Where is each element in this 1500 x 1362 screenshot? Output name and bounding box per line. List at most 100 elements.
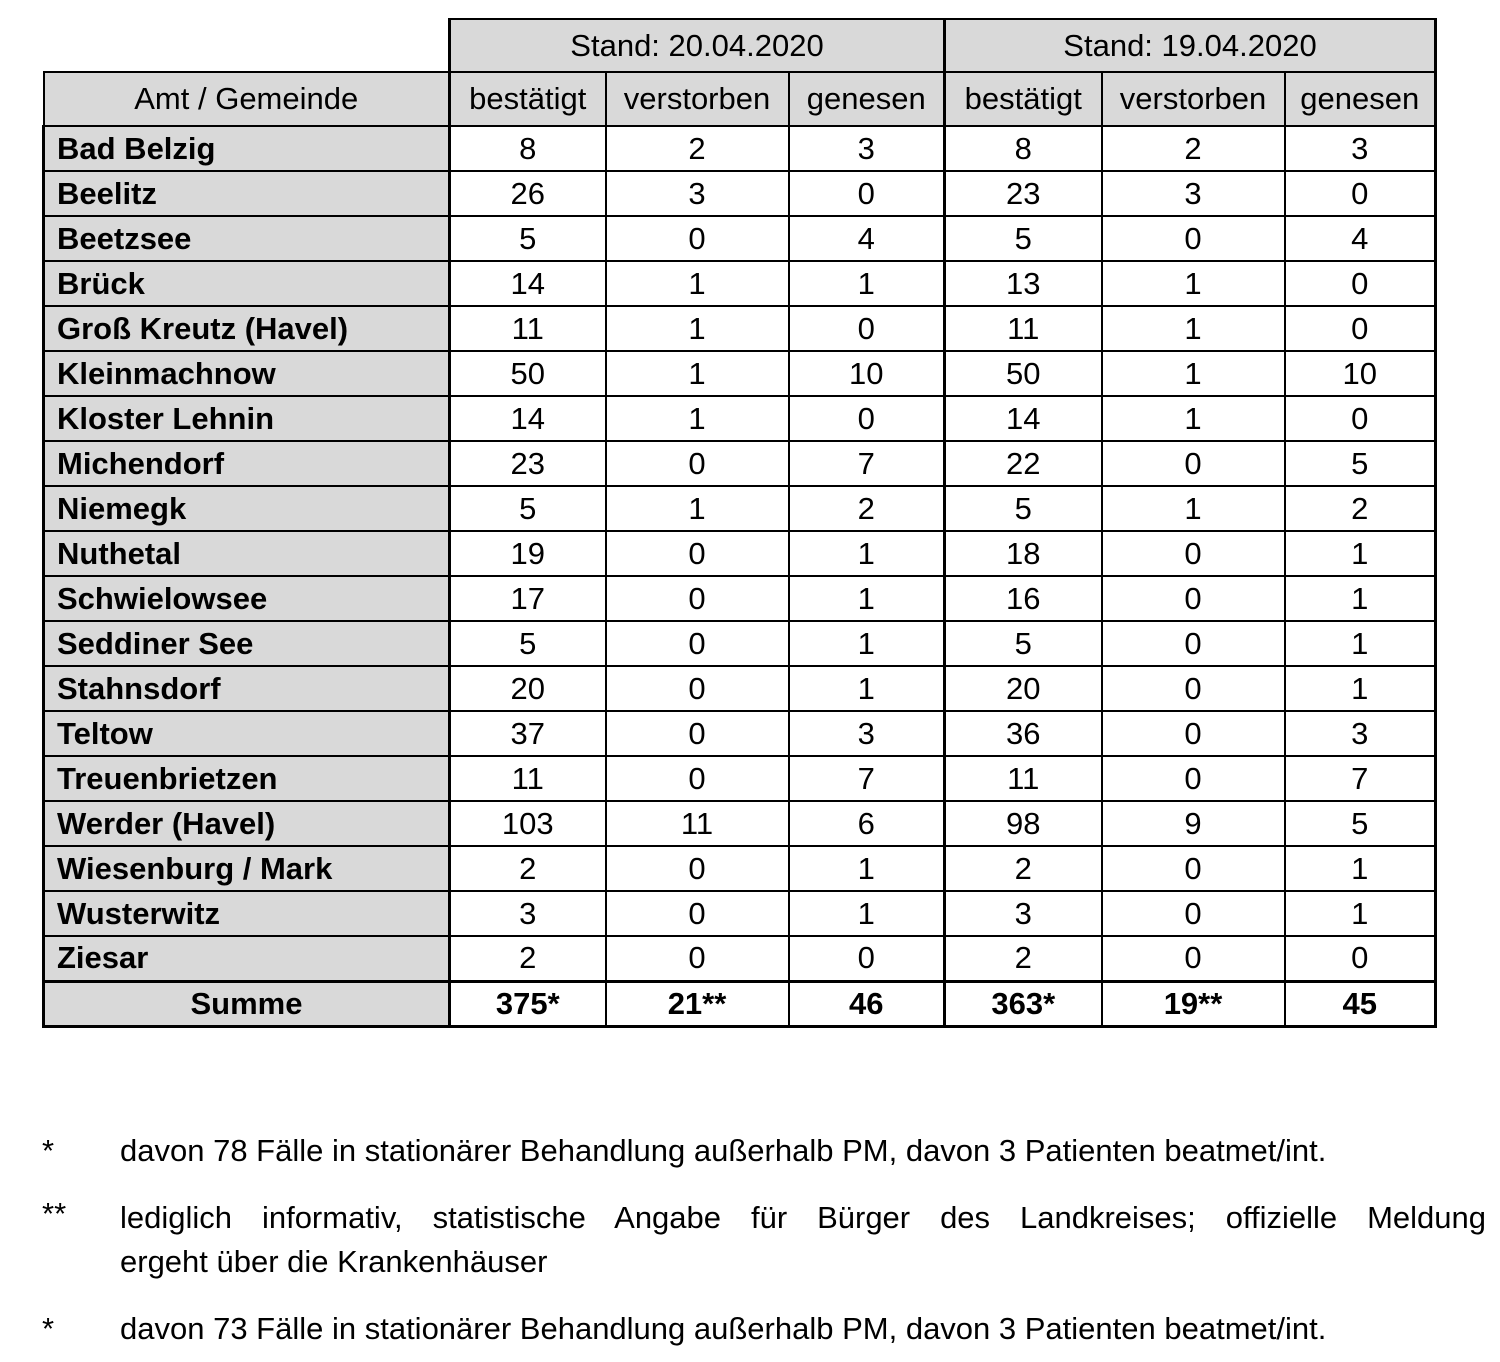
footnote-2: ** lediglich informativ, statistische An… xyxy=(42,1196,1486,1284)
value-cell: 0 xyxy=(1100,755,1286,802)
value-cell: 3 xyxy=(1283,710,1437,757)
value-cell: 2 xyxy=(604,125,790,172)
value-cell: 7 xyxy=(787,440,946,487)
value-cell: 1 xyxy=(787,890,946,937)
column-header-row: Amt / Gemeinde bestätigt verstorben gene… xyxy=(42,71,1437,127)
value-cell: 10 xyxy=(1283,350,1437,397)
value-cell: 5 xyxy=(1283,800,1437,847)
value-cell: 17 xyxy=(448,575,607,622)
value-cell: 2 xyxy=(943,935,1103,982)
value-cell: 19 xyxy=(448,530,607,577)
value-cell: 37 xyxy=(448,710,607,757)
table-row: Wiesenburg / Mark 2 0 1 2 0 1 xyxy=(42,845,1437,892)
value-cell: 8 xyxy=(943,125,1103,172)
value-cell: 0 xyxy=(1100,215,1286,262)
value-cell: 10 xyxy=(787,350,946,397)
value-cell: 3 xyxy=(448,890,607,937)
value-cell: 3 xyxy=(787,125,946,172)
value-cell: 5 xyxy=(448,215,607,262)
municipality-name-cell: Bad Belzig xyxy=(42,125,451,172)
total-value-cell: 19** xyxy=(1100,979,1286,1028)
municipality-name-cell: Kleinmachnow xyxy=(42,350,451,397)
municipality-name-cell: Werder (Havel) xyxy=(42,800,451,847)
value-cell: 0 xyxy=(787,935,946,982)
group-header-stand-20-04-2020: Stand: 20.04.2020 xyxy=(448,18,946,73)
total-value-cell: 363* xyxy=(943,979,1103,1028)
table-row: Teltow 37 0 3 36 0 3 xyxy=(42,710,1437,757)
value-cell: 0 xyxy=(604,845,790,892)
value-cell: 0 xyxy=(1100,575,1286,622)
value-cell: 1 xyxy=(604,485,790,532)
value-cell: 2 xyxy=(1100,125,1286,172)
value-cell: 14 xyxy=(943,395,1103,442)
value-cell: 1 xyxy=(787,620,946,667)
table-row: Stahnsdorf 20 0 1 20 0 1 xyxy=(42,665,1437,712)
value-cell: 98 xyxy=(943,800,1103,847)
value-cell: 13 xyxy=(943,260,1103,307)
table-row: Groß Kreutz (Havel) 11 1 0 11 1 0 xyxy=(42,305,1437,352)
table-row: Niemegk 5 1 2 5 1 2 xyxy=(42,485,1437,532)
total-value-cell: 46 xyxy=(787,979,946,1028)
value-cell: 1 xyxy=(1283,575,1437,622)
value-cell: 7 xyxy=(787,755,946,802)
value-cell: 23 xyxy=(448,440,607,487)
value-cell: 1 xyxy=(1283,530,1437,577)
value-cell: 4 xyxy=(787,215,946,262)
value-cell: 0 xyxy=(787,170,946,217)
footnote-1: * davon 78 Fälle in stationärer Behandlu… xyxy=(42,1133,1486,1169)
value-cell: 14 xyxy=(448,260,607,307)
value-cell: 7 xyxy=(1283,755,1437,802)
value-cell: 5 xyxy=(448,620,607,667)
total-value-cell: 21** xyxy=(604,979,790,1028)
value-cell: 0 xyxy=(1283,170,1437,217)
value-cell: 16 xyxy=(943,575,1103,622)
total-value-cell: 375* xyxy=(448,979,607,1028)
municipality-name-cell: Nuthetal xyxy=(42,530,451,577)
value-cell: 2 xyxy=(448,935,607,982)
column-header-verstorben-20-04: verstorben xyxy=(604,71,790,127)
value-cell: 18 xyxy=(943,530,1103,577)
column-header-genesen-20-04: genesen xyxy=(787,71,946,127)
value-cell: 11 xyxy=(448,305,607,352)
value-cell: 3 xyxy=(787,710,946,757)
table-row: Kleinmachnow 50 1 10 50 1 10 xyxy=(42,350,1437,397)
table-row: Kloster Lehnin 14 1 0 14 1 0 xyxy=(42,395,1437,442)
value-cell: 3 xyxy=(1283,125,1437,172)
municipality-name-cell: Beetzsee xyxy=(42,215,451,262)
municipality-name-cell: Seddiner See xyxy=(42,620,451,667)
municipality-name-cell: Kloster Lehnin xyxy=(42,395,451,442)
footnote-3-marker: * xyxy=(42,1311,55,1346)
value-cell: 1 xyxy=(1100,350,1286,397)
value-cell: 0 xyxy=(1100,440,1286,487)
value-cell: 26 xyxy=(448,170,607,217)
value-cell: 2 xyxy=(1283,485,1437,532)
value-cell: 0 xyxy=(604,710,790,757)
table-row: Beelitz 26 3 0 23 3 0 xyxy=(42,170,1437,217)
footnote-2-text-line-1: lediglich informativ, statistische Angab… xyxy=(120,1200,1486,1235)
table-row: Brück 14 1 1 13 1 0 xyxy=(42,260,1437,307)
value-cell: 0 xyxy=(604,755,790,802)
table-row: Treuenbrietzen 11 0 7 11 0 7 xyxy=(42,755,1437,802)
table-row: Schwielowsee 17 0 1 16 0 1 xyxy=(42,575,1437,622)
value-cell: 5 xyxy=(943,215,1103,262)
value-cell: 1 xyxy=(1100,260,1286,307)
table-row: Michendorf 23 0 7 22 0 5 xyxy=(42,440,1437,487)
municipality-name-cell: Michendorf xyxy=(42,440,451,487)
value-cell: 1 xyxy=(604,305,790,352)
group-header-row: Stand: 20.04.2020 Stand: 19.04.2020 xyxy=(43,18,1437,73)
value-cell: 5 xyxy=(943,620,1103,667)
total-label: Summe xyxy=(42,979,451,1028)
value-cell: 0 xyxy=(604,530,790,577)
group-header-stand-19-04-2020: Stand: 19.04.2020 xyxy=(943,18,1437,73)
table-row: Werder (Havel) 103 11 6 98 9 5 xyxy=(42,800,1437,847)
value-cell: 5 xyxy=(943,485,1103,532)
footnote-2-marker: ** xyxy=(42,1196,67,1231)
empty-corner-cell xyxy=(43,19,450,72)
corner-label-amt-gemeinde: Amt / Gemeinde xyxy=(42,71,451,127)
value-cell: 14 xyxy=(448,395,607,442)
footnote-3: * davon 73 Fälle in stationärer Behandlu… xyxy=(42,1311,1486,1347)
value-cell: 50 xyxy=(448,350,607,397)
value-cell: 0 xyxy=(1100,665,1286,712)
table-row: Ziesar 2 0 0 2 0 0 xyxy=(42,935,1437,982)
